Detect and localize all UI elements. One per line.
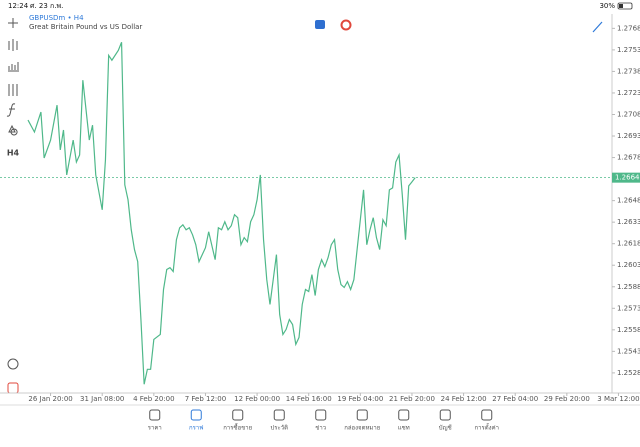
y-tick-label: 1.27680 [617, 24, 640, 32]
tab-label: การซื้อขาย [223, 422, 252, 432]
price-line [27, 42, 416, 385]
y-tick-label: 1.27530 [617, 46, 640, 54]
tab-icon [439, 409, 451, 421]
tab-label: ประวัติ [270, 425, 288, 432]
tab-icon [315, 409, 327, 421]
x-tick-label: 7 Feb 12:00 [185, 395, 226, 403]
tab[interactable]: การตั้งค่า [475, 409, 499, 432]
buy-button[interactable] [340, 19, 352, 31]
status-time: 12:24 [8, 2, 29, 10]
tab[interactable]: กราฟ [189, 409, 203, 432]
tab-label: กล่องจดหมาย [344, 425, 380, 432]
tab-label: บัญชี [439, 424, 452, 432]
settings-tool[interactable] [8, 84, 18, 96]
x-tick-label: 31 Jan 08:00 [80, 395, 124, 403]
x-tick-label: 19 Feb 04:00 [337, 395, 383, 403]
battery-level [619, 4, 623, 8]
indicator-tool[interactable] [8, 62, 19, 72]
y-tick-label: 1.25430 [617, 347, 640, 355]
tab[interactable]: บัญชี [439, 409, 452, 432]
tool-bottom-1[interactable] [7, 358, 19, 370]
tab[interactable]: ข่าว [315, 409, 327, 432]
y-tick-label: 1.26330 [617, 218, 640, 226]
x-tick-label: 21 Feb 20:00 [389, 395, 435, 403]
sell-button[interactable] [315, 20, 325, 29]
y-tick-label: 1.27380 [617, 67, 640, 75]
y-tick-label: 1.25280 [617, 369, 640, 377]
y-tick-label: 1.25880 [617, 283, 640, 291]
tab[interactable]: ประวัติ [270, 409, 288, 432]
tab-icon [356, 409, 368, 421]
tab[interactable]: ราคา [148, 409, 162, 432]
x-tick-label: 3 Mar 12:00 [597, 395, 639, 403]
objects-tool[interactable] [8, 124, 18, 136]
x-tick-label: 29 Feb 20:00 [544, 395, 590, 403]
tab-label: ข่าว [315, 425, 326, 432]
tab-label: การตั้งค่า [475, 422, 499, 432]
y-tick-label: 1.25580 [617, 326, 640, 334]
x-tick-label: 14 Feb 16:00 [286, 395, 332, 403]
y-tick-label: 1.26180 [617, 240, 640, 248]
y-tick-label: 1.27080 [617, 110, 640, 118]
crosshair-tool[interactable] [8, 18, 18, 28]
tab-icon [149, 409, 161, 421]
tab-label: ราคา [148, 425, 162, 432]
current-price-label: 1.26640 [615, 174, 640, 182]
y-tick-label: 1.25730 [617, 304, 640, 312]
tab-label: กราฟ [189, 425, 203, 432]
tab-icon [232, 409, 244, 421]
draw-tool[interactable] [592, 21, 603, 33]
status-date: ศ. 23 ก.พ. [30, 2, 63, 10]
current-price-tag [612, 172, 640, 183]
function-tool[interactable] [6, 103, 16, 117]
chart-subtitle: Great Britain Pound vs US Dollar [29, 23, 142, 31]
y-tick-label: 1.26480 [617, 197, 640, 205]
x-tick-label: 12 Feb 00:00 [234, 395, 280, 403]
y-tick-label: 1.27230 [617, 89, 640, 97]
tab-icon [273, 409, 285, 421]
x-tick-label: 27 Feb 04:00 [492, 395, 538, 403]
timeframe-button[interactable]: H4 [7, 149, 20, 158]
status-battery: 30% [599, 2, 615, 10]
chart-type-tool[interactable] [8, 39, 18, 51]
chart-title[interactable]: GBPUSDm • H4 [29, 14, 84, 22]
tab[interactable]: กล่องจดหมาย [344, 409, 380, 432]
x-tick-label: 24 Feb 12:00 [441, 395, 487, 403]
battery-icon [617, 2, 633, 10]
tab-label: แชท [398, 425, 410, 432]
toolbar [6, 18, 19, 394]
tab-icon [190, 409, 202, 421]
x-tick-label: 26 Jan 20:00 [28, 395, 72, 403]
y-tick-label: 1.26030 [617, 261, 640, 269]
x-tick-label: 4 Feb 20:00 [133, 395, 174, 403]
tab[interactable]: แชท [398, 409, 410, 432]
y-tick-label: 1.26780 [617, 154, 640, 162]
tab-icon [481, 409, 493, 421]
tab[interactable]: การซื้อขาย [223, 409, 252, 432]
y-tick-label: 1.26930 [617, 132, 640, 140]
tab-icon [398, 409, 410, 421]
